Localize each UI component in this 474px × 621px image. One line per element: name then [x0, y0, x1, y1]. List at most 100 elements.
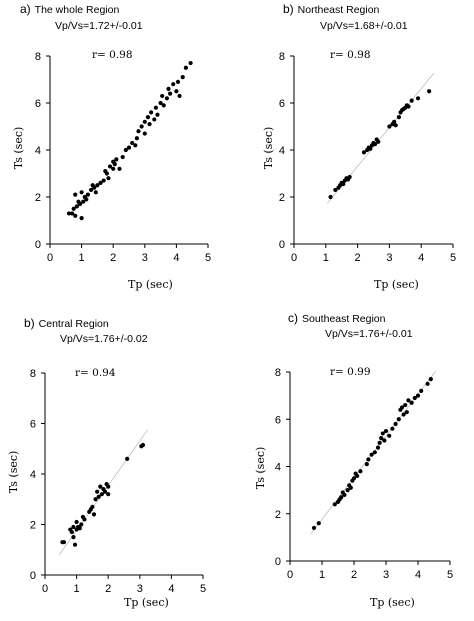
x-tick-label: 3	[383, 569, 389, 581]
panel-title-text: Southeast Region	[302, 313, 386, 325]
y-tick-label: 8	[35, 51, 41, 63]
data-point	[366, 457, 371, 462]
data-point	[82, 517, 87, 522]
data-point	[111, 166, 116, 171]
data-point	[403, 402, 408, 408]
data-point	[102, 489, 108, 494]
data-point	[88, 187, 94, 193]
correlation-label: r= 0.98	[330, 49, 371, 61]
x-tick-label: 5	[205, 252, 211, 264]
data-point	[409, 98, 414, 103]
data-point	[393, 123, 398, 128]
panel-label: a)	[20, 2, 31, 16]
data-point	[188, 60, 193, 66]
x-tick-label: 0	[291, 252, 297, 264]
y-axis-title: Ts (sec)	[12, 127, 25, 170]
data-point	[425, 381, 430, 386]
y-tick-label: 6	[279, 98, 285, 110]
x-tick-label: 3	[142, 252, 148, 264]
data-point	[412, 395, 417, 401]
panel-label: c)	[288, 311, 298, 325]
x-axis-title: Tp (sec)	[374, 278, 419, 291]
scatter-panel-2: b) Northeast Region Vp/Vs=1.68+/-0.01 r= 0.…	[262, 2, 456, 291]
x-tick-label: 4	[173, 252, 179, 264]
x-tick-label: 4	[415, 569, 421, 581]
x-tick-label: 4	[168, 583, 174, 595]
panel-title-text: Northeast Region	[298, 4, 380, 16]
x-tick-label: 3	[386, 252, 392, 264]
y-tick-label: 2	[275, 509, 281, 521]
data-point	[96, 494, 101, 499]
data-point	[92, 185, 97, 190]
data-point	[376, 139, 381, 144]
data-point	[361, 150, 367, 155]
x-tick-label: 2	[355, 252, 361, 264]
data-point	[183, 65, 188, 70]
data-point	[379, 436, 384, 441]
data-point	[164, 96, 170, 101]
data-point	[99, 492, 104, 497]
x-tick-label: 0	[47, 252, 53, 264]
data-point	[130, 140, 135, 146]
y-tick-label: 2	[30, 520, 36, 532]
data-point	[71, 206, 76, 211]
data-point	[401, 412, 406, 417]
x-tick-label: 3	[137, 583, 143, 595]
x-tick-label: 5	[450, 252, 456, 264]
data-point	[140, 442, 146, 448]
data-point	[126, 145, 132, 150]
data-point	[69, 529, 74, 535]
data-point	[106, 492, 111, 497]
data-point	[316, 521, 321, 526]
panel-subtitle: Vp/Vs=1.76+/-0.02	[60, 333, 148, 345]
panel-title: b) Central Region	[24, 316, 109, 330]
y-tick-label: 6	[275, 414, 281, 426]
y-tick-label: 0	[35, 239, 41, 251]
x-tick-label: 0	[287, 569, 293, 581]
data-point	[387, 124, 392, 129]
data-point	[158, 100, 163, 106]
data-point	[399, 405, 405, 410]
x-axis-title: Tp (sec)	[124, 596, 169, 609]
data-point	[98, 484, 103, 489]
y-tick-label: 2	[35, 192, 41, 204]
data-point	[368, 146, 373, 151]
data-point	[145, 115, 151, 120]
data-point	[332, 502, 337, 507]
data-point	[171, 82, 176, 87]
panel-subtitle: Vp/Vs=1.72+/-0.01	[55, 20, 143, 32]
data-point	[396, 115, 402, 120]
data-point	[167, 91, 173, 96]
data-point	[406, 104, 411, 109]
data-point	[104, 171, 109, 176]
data-point	[125, 456, 130, 461]
data-point	[177, 93, 182, 99]
x-tick-label: 2	[110, 252, 116, 264]
data-point	[152, 117, 157, 122]
panel-label: b)	[24, 316, 35, 330]
data-point	[333, 187, 338, 193]
y-tick-label: 0	[279, 239, 285, 251]
data-point	[415, 96, 421, 101]
panel-subtitle: Vp/Vs=1.76+/-0.01	[325, 328, 413, 340]
panel-title-text: The whole Region	[35, 4, 120, 16]
data-point	[139, 124, 144, 129]
y-tick-label: 4	[35, 145, 41, 157]
data-point	[136, 129, 141, 134]
data-point	[73, 213, 78, 218]
x-tick-label: 2	[351, 569, 357, 581]
data-point	[427, 89, 432, 94]
data-point	[74, 519, 79, 525]
correlation-label: r= 0.98	[92, 49, 133, 61]
data-point	[120, 154, 125, 160]
data-point	[392, 119, 397, 124]
x-tick-label: 1	[319, 569, 325, 581]
data-point	[101, 178, 106, 183]
y-tick-label: 2	[279, 192, 285, 204]
x-tick-label: 5	[447, 569, 453, 581]
data-point	[174, 89, 179, 94]
data-point	[91, 512, 97, 517]
data-point	[112, 162, 117, 167]
correlation-label: r= 0.94	[75, 367, 116, 379]
data-point	[161, 103, 166, 108]
